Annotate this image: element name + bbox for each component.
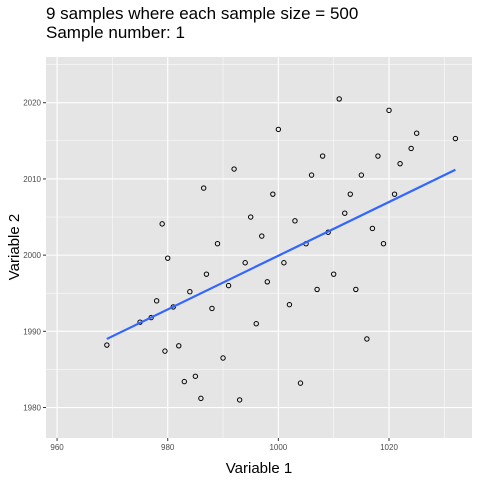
data-point bbox=[192, 373, 199, 379]
data-point bbox=[308, 172, 315, 178]
data-point bbox=[198, 395, 204, 402]
y-tick-label: 2020 bbox=[23, 99, 41, 108]
y-tick-label: 1990 bbox=[23, 327, 41, 336]
data-point bbox=[281, 260, 287, 266]
regression-line bbox=[106, 168, 456, 340]
data-point bbox=[159, 221, 165, 227]
data-point bbox=[292, 218, 298, 224]
data-point bbox=[364, 336, 370, 342]
grid-lines bbox=[46, 57, 472, 446]
data-point bbox=[270, 191, 276, 197]
data-point bbox=[452, 135, 459, 142]
data-point bbox=[330, 271, 337, 277]
data-point bbox=[231, 166, 237, 172]
x-axis-title: Variable 1 bbox=[226, 460, 292, 477]
data-point bbox=[225, 282, 232, 289]
y-tick-label: 2010 bbox=[23, 175, 41, 184]
data-point bbox=[162, 348, 168, 354]
data-point bbox=[369, 225, 376, 232]
axis-ticks: 960 980 1000 1020 1980 1990 2000 2010 2020 bbox=[23, 99, 398, 452]
data-point bbox=[297, 380, 304, 386]
data-point bbox=[259, 233, 265, 239]
data-point bbox=[380, 240, 387, 247]
data-point bbox=[200, 185, 207, 191]
fit-line-group bbox=[106, 168, 456, 340]
chart-title: 9 samples where each sample size = 500 bbox=[46, 4, 359, 23]
data-point bbox=[314, 286, 320, 293]
data-point bbox=[236, 397, 243, 403]
data-point bbox=[203, 271, 210, 277]
data-point bbox=[153, 298, 160, 304]
y-tick-label: 1980 bbox=[23, 404, 41, 413]
data-point bbox=[342, 210, 348, 216]
data-point bbox=[187, 288, 193, 295]
data-point bbox=[386, 107, 392, 114]
data-point bbox=[165, 255, 171, 261]
data-point bbox=[209, 305, 215, 312]
data-point bbox=[347, 191, 353, 197]
data-point bbox=[397, 160, 403, 167]
data-point bbox=[353, 286, 359, 293]
data-point bbox=[242, 260, 248, 266]
chart-subtitle: Sample number: 1 bbox=[46, 23, 185, 42]
y-tick-label: 2000 bbox=[23, 251, 41, 260]
x-tick-label: 980 bbox=[161, 443, 175, 452]
plot-panel bbox=[46, 57, 472, 438]
data-point bbox=[275, 126, 282, 133]
data-point bbox=[104, 342, 110, 348]
data-point bbox=[408, 145, 414, 152]
data-point bbox=[176, 343, 182, 349]
data-point bbox=[358, 172, 365, 178]
data-point bbox=[319, 153, 326, 159]
data-point bbox=[375, 153, 381, 159]
data-point bbox=[264, 279, 270, 285]
x-tick-label: 1020 bbox=[380, 443, 398, 452]
data-point bbox=[214, 240, 221, 247]
data-point bbox=[286, 301, 293, 308]
data-point bbox=[336, 96, 342, 102]
data-points bbox=[104, 96, 459, 403]
y-axis-title: Variable 2 bbox=[6, 214, 23, 280]
data-point bbox=[413, 130, 420, 136]
data-point bbox=[181, 378, 188, 385]
data-point bbox=[391, 191, 398, 197]
data-point bbox=[248, 214, 254, 220]
x-tick-label: 1000 bbox=[269, 443, 287, 452]
data-point bbox=[220, 355, 226, 361]
x-tick-label: 960 bbox=[50, 443, 64, 452]
data-point bbox=[253, 321, 259, 327]
